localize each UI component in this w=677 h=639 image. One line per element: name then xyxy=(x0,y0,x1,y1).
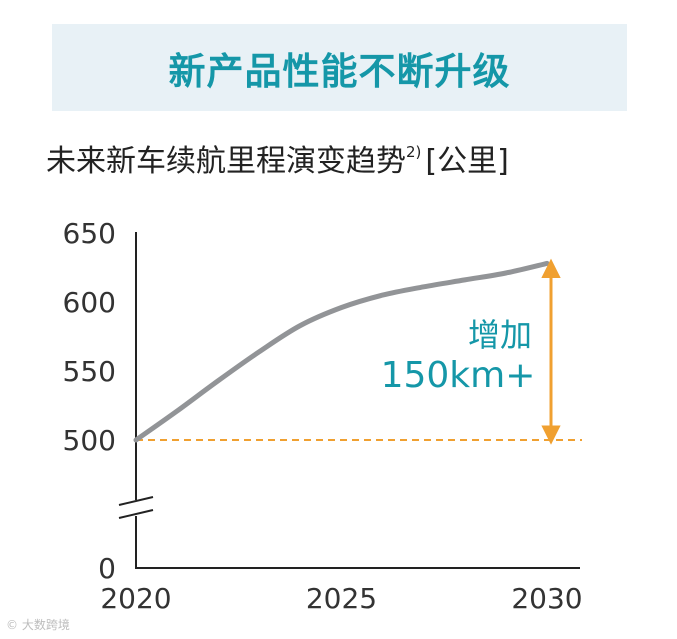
footnote-marker: 2) xyxy=(406,143,422,161)
annotation-value: 150km+ xyxy=(381,355,536,396)
watermark: © 大数跨境 xyxy=(6,618,70,632)
axis-break-mark-upper xyxy=(118,496,154,506)
x-tick-label: 2025 xyxy=(306,582,377,615)
header-banner: 新产品性能不断升级 xyxy=(52,24,627,111)
y-tick-label: 550 xyxy=(63,355,116,388)
range-series-line xyxy=(133,260,550,443)
annotation-label: 增加 xyxy=(468,316,532,354)
axis-break-mark-lower xyxy=(118,509,154,519)
banner-title: 新产品性能不断升级 xyxy=(168,49,511,93)
chart-title-text: 未来新车续航里程演变趋势 xyxy=(46,144,406,179)
watermark-text: 大数跨境 xyxy=(21,618,70,632)
y-tick-label: 0 xyxy=(98,552,116,585)
x-tick-label: 2020 xyxy=(100,582,171,615)
y-tick-label: 650 xyxy=(63,217,116,250)
chart-title: 未来新车续航里程演变趋势2) [公里] xyxy=(46,136,509,180)
y-tick-label: 600 xyxy=(63,286,116,319)
unit-label: [公里] xyxy=(425,144,509,179)
x-tick-label: 2030 xyxy=(511,582,582,615)
y-tick-label: 500 xyxy=(63,424,116,457)
